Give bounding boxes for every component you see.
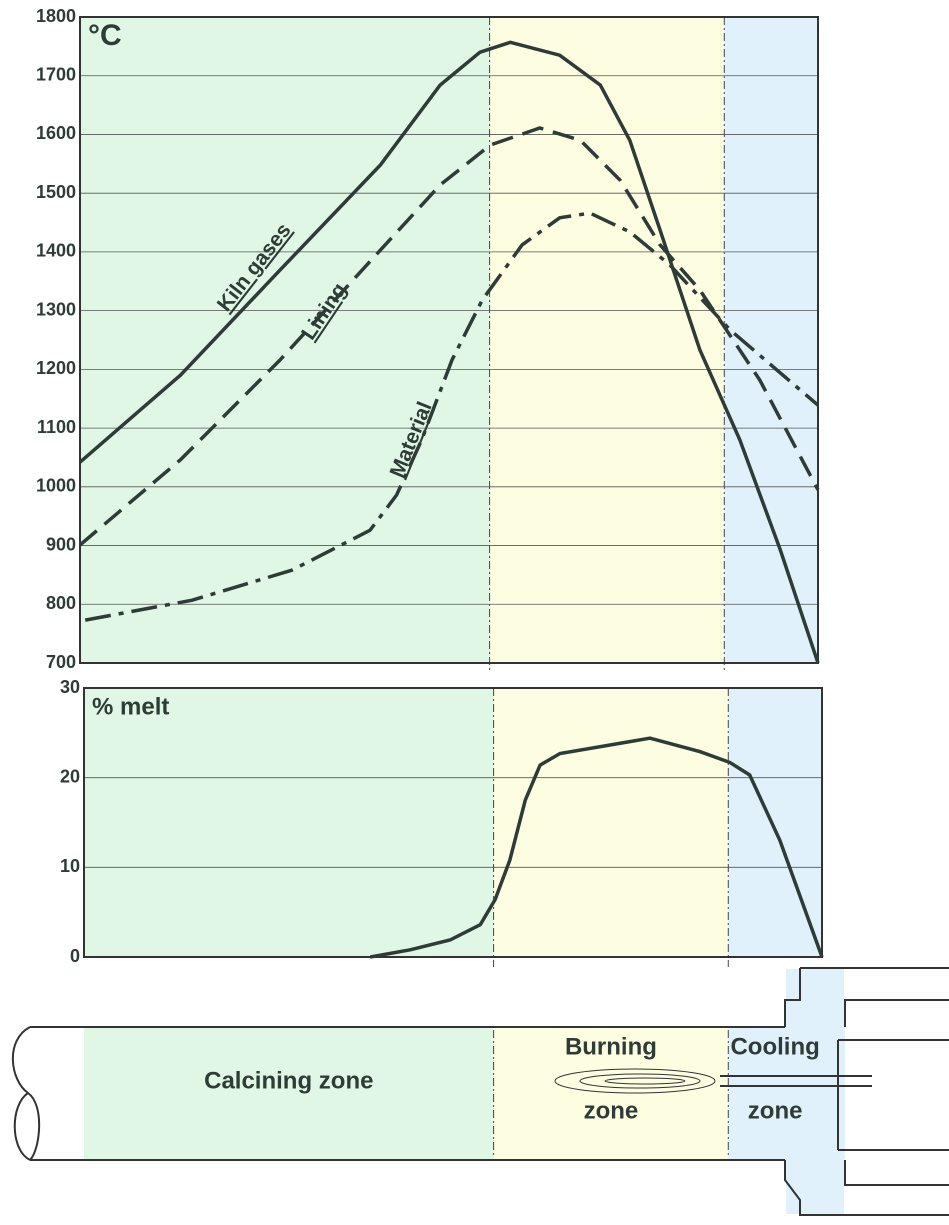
y-tick-label: 1500 [36,182,76,202]
zone-band [80,17,490,663]
y-tick-label: 10 [60,856,80,876]
zone-band [490,17,725,663]
y-tick-label: 1800 [36,6,76,26]
y-tick-label: 0 [70,946,80,966]
kiln-zone [786,969,844,1214]
y-tick-label: 900 [46,534,76,554]
axis-label: °C [88,19,122,52]
axis-label: % melt [92,693,169,720]
y-tick-label: 1700 [36,64,76,84]
y-tick-label: 1600 [36,123,76,143]
zone-label: Calcining zone [204,1067,373,1094]
zone-band [724,17,818,663]
zone-band [494,688,729,957]
y-tick-label: 30 [60,677,80,697]
y-tick-label: 800 [46,593,76,613]
y-tick-label: 1200 [36,358,76,378]
y-tick-label: 20 [60,766,80,786]
y-tick-label: 1300 [36,299,76,319]
cooler-inner [838,1000,949,1185]
y-tick-label: 1400 [36,241,76,261]
y-tick-label: 700 [46,652,76,672]
zone-band [84,688,494,957]
tube-end [13,1027,39,1160]
chart: 700 800 900 1000 1100 1200 1300 1400 1500 1600 170… [0,0,949,1220]
zone-label: Cooling [730,1033,819,1060]
y-tick-label: 1000 [36,476,76,496]
zone-label: zone [748,1097,803,1124]
y-tick-label: 1100 [37,417,76,437]
zone-label: zone [584,1097,639,1124]
zone-label: Burning [565,1033,657,1060]
